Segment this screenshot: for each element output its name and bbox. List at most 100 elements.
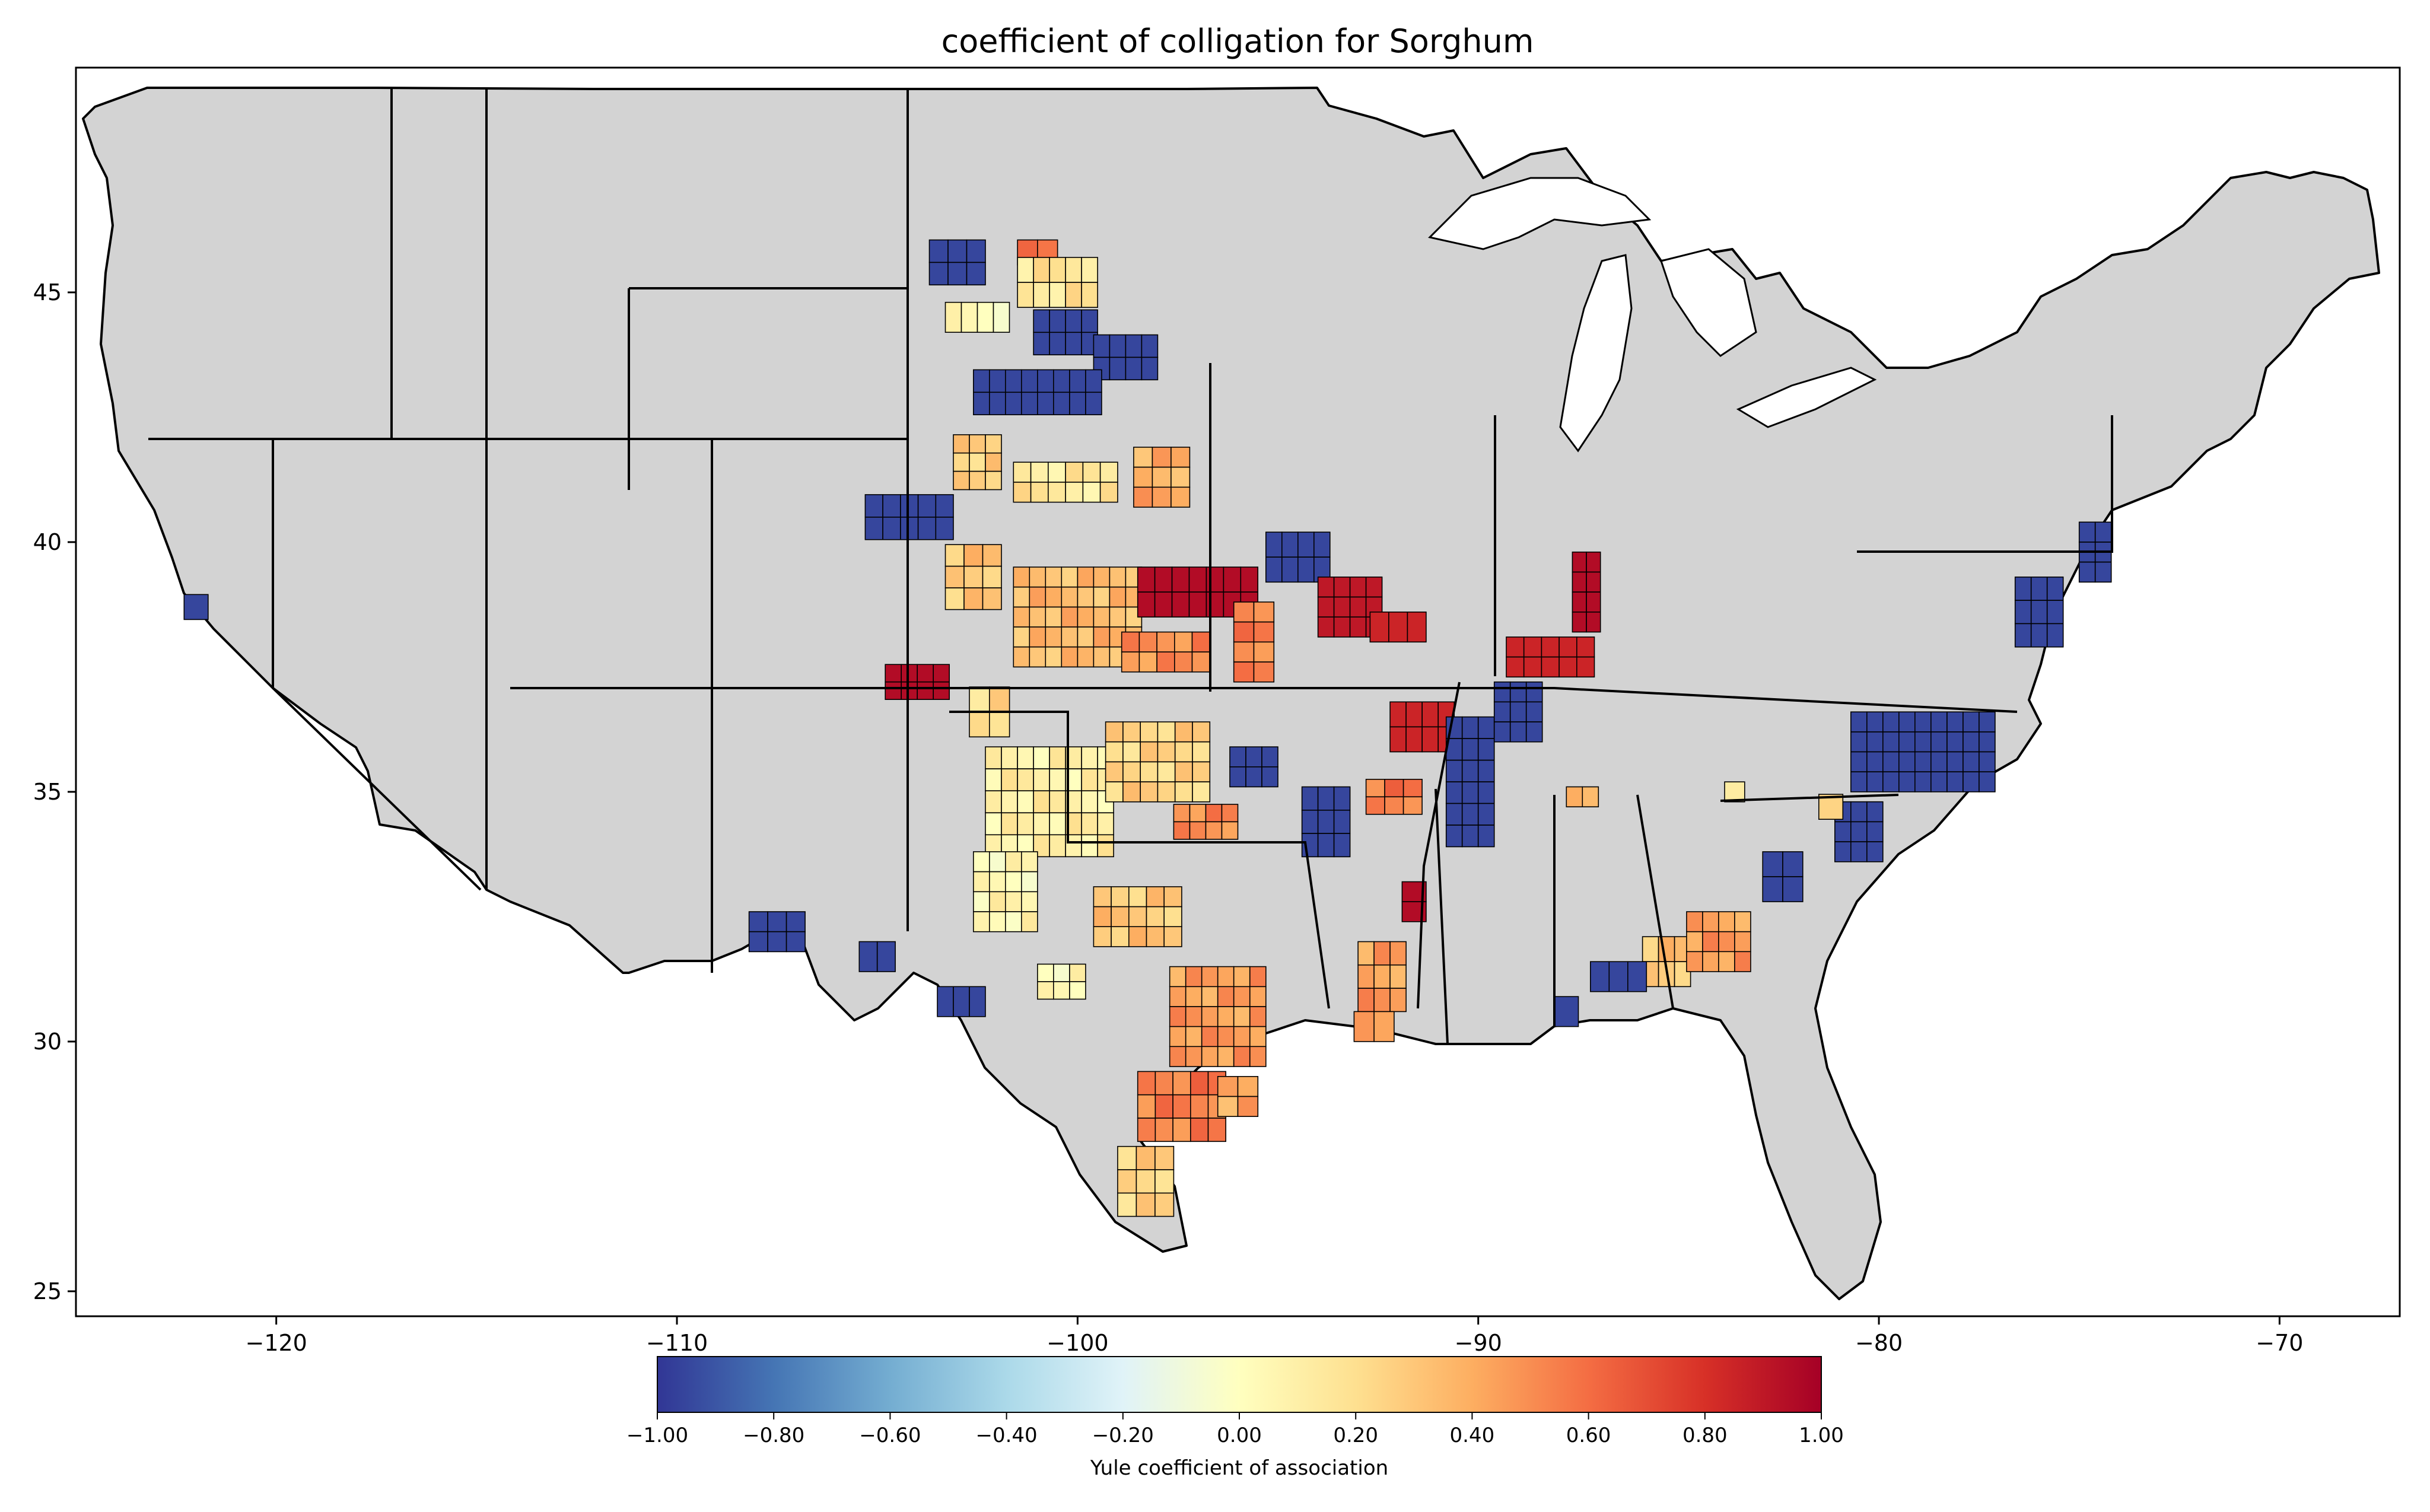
county-cell xyxy=(985,470,1002,491)
county-cell xyxy=(973,369,990,393)
colorbar: −1.00 −0.80 −0.60 −0.40 −0.20 0.00 0.20 0.40 0.6… xyxy=(626,1356,1844,1480)
county-cell xyxy=(963,544,984,567)
county-cell xyxy=(1001,746,1018,769)
county-cell xyxy=(1237,1096,1259,1118)
county-cell xyxy=(989,686,1010,712)
county-cell xyxy=(982,587,1002,610)
county-cell xyxy=(973,891,990,912)
county-cell xyxy=(1048,461,1066,483)
county-cell xyxy=(1405,726,1423,753)
county-cell xyxy=(1402,796,1423,815)
county-cell xyxy=(917,681,934,700)
county-cell xyxy=(1111,886,1130,908)
county-cell xyxy=(1930,751,1948,773)
county-cell xyxy=(1093,606,1111,628)
county-cell xyxy=(1718,931,1735,953)
county-cell xyxy=(1240,566,1259,593)
county-cell xyxy=(1718,951,1735,972)
county-cell xyxy=(1121,651,1140,673)
county-cell xyxy=(1718,911,1735,932)
county-cell xyxy=(1946,771,1964,792)
county-cell xyxy=(1373,988,1391,1013)
x-axis: −120 −110 −100 −90 −80 −70 xyxy=(245,1316,2303,1356)
county-cell xyxy=(1249,1046,1267,1067)
county-cell xyxy=(1082,461,1101,483)
county-cell xyxy=(1566,786,1583,808)
county-cell xyxy=(1734,911,1751,932)
county-cell xyxy=(1233,966,1251,988)
county-cell xyxy=(1461,803,1479,826)
county-cell xyxy=(1221,804,1239,823)
county-cell xyxy=(1930,711,1948,733)
county-cell xyxy=(1866,711,1884,733)
county-cell xyxy=(969,452,986,472)
state-border-line xyxy=(1293,687,2018,713)
county-cell xyxy=(1233,1046,1251,1067)
county-cell xyxy=(1136,1169,1156,1194)
county-cell xyxy=(1033,309,1050,333)
county-cell xyxy=(885,664,902,683)
county-cell xyxy=(1140,721,1159,743)
county-cell xyxy=(1190,1071,1209,1096)
county-cell xyxy=(1866,801,1884,823)
county-cell xyxy=(973,851,990,873)
county-cell xyxy=(1461,738,1479,761)
county-cell xyxy=(1572,612,1587,633)
county-cell xyxy=(1541,656,1560,678)
county-cell xyxy=(1445,781,1463,804)
county-cell xyxy=(1049,768,1066,791)
county-cell xyxy=(937,986,954,1017)
county-cell xyxy=(1509,681,1527,703)
county-cell xyxy=(1111,926,1130,947)
county-cell xyxy=(1169,1026,1187,1048)
colorbar-tick-label: −0.80 xyxy=(743,1424,804,1447)
county-cell xyxy=(1141,334,1159,358)
county-cell xyxy=(1237,1076,1259,1097)
county-cell xyxy=(1191,651,1211,673)
county-cell xyxy=(1223,566,1242,593)
county-cell xyxy=(1021,369,1038,393)
county-cell xyxy=(1109,356,1127,381)
county-cell xyxy=(1353,1011,1375,1042)
county-cell xyxy=(985,790,1002,813)
county-cell xyxy=(2014,576,2032,601)
state-border-line xyxy=(1435,788,1449,1045)
county-cell xyxy=(1590,961,1610,992)
county-cell xyxy=(1173,821,1191,840)
county-cell xyxy=(1373,965,1391,989)
county-cell xyxy=(1349,616,1367,638)
county-cell xyxy=(1172,1118,1191,1142)
county-cell xyxy=(1029,586,1047,608)
county-cell xyxy=(1146,886,1165,908)
county-cell xyxy=(1734,951,1751,972)
county-cell xyxy=(1349,596,1367,618)
county-cell xyxy=(1077,626,1095,648)
county-cell xyxy=(1253,641,1275,663)
county-cell xyxy=(1189,821,1207,840)
county-cell xyxy=(1217,1096,1239,1118)
county-cell xyxy=(1898,771,1916,792)
county-cell xyxy=(1317,616,1335,638)
county-cell xyxy=(1133,447,1153,468)
county-cell xyxy=(1053,963,1070,982)
x-tick-label: −100 xyxy=(1047,1330,1108,1356)
colorbar-label: Yule coefficient of association xyxy=(1090,1456,1388,1480)
county-cell xyxy=(1898,711,1916,733)
county-cell xyxy=(1217,1026,1235,1048)
county-cell xyxy=(953,434,970,454)
county-cell xyxy=(1045,646,1063,668)
county-cell xyxy=(977,301,994,333)
county-cell xyxy=(1169,1006,1187,1027)
county-cell xyxy=(1174,741,1193,763)
county-cell xyxy=(1702,951,1719,972)
county-cell xyxy=(1365,779,1385,798)
county-cell xyxy=(1154,1094,1173,1119)
county-cell xyxy=(989,711,1010,738)
county-cell xyxy=(928,239,949,263)
county-cell xyxy=(1174,761,1193,782)
county-cell xyxy=(947,262,968,286)
county-cell xyxy=(928,262,949,286)
county-cell xyxy=(1093,886,1112,908)
county-cell xyxy=(1207,1118,1227,1142)
county-cell xyxy=(966,262,986,286)
